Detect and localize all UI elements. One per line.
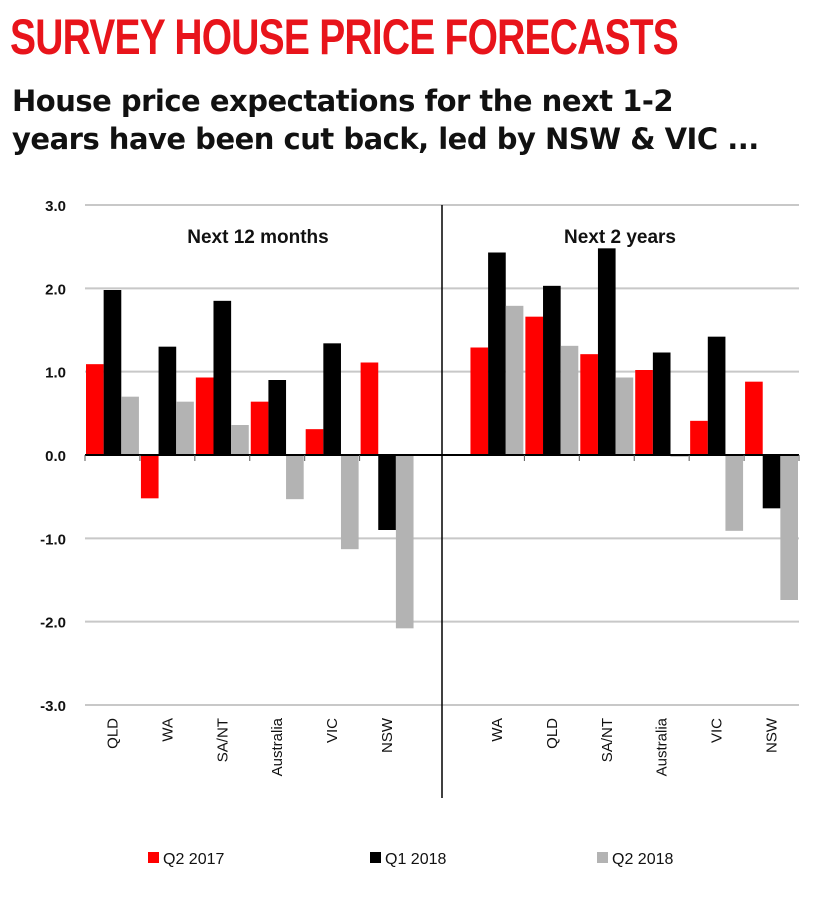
bar-q1-2018	[543, 285, 561, 455]
bar-q1-2018	[213, 300, 232, 455]
bar-q2-2017	[525, 316, 544, 455]
bar-q2-2017	[470, 347, 489, 455]
bar-q2-2017	[580, 354, 598, 455]
panel-title: Next 2 years	[564, 227, 676, 248]
bar-q1-2018	[103, 290, 122, 455]
bar-q2-2018	[725, 455, 744, 531]
legend-label: Q2 2017	[163, 851, 224, 868]
chart-subtitle: House price expectations for the next 1-…	[12, 82, 759, 158]
bar-q2-2017	[140, 455, 159, 499]
bar-q2-2018	[340, 455, 359, 550]
bar-q2-2018	[176, 401, 194, 455]
y-tick-label: -2.0	[40, 615, 66, 632]
x-tick-label: Australia	[654, 717, 671, 776]
bar-q1-2018	[597, 248, 616, 455]
y-tick-label: -3.0	[40, 698, 66, 715]
bar-q2-2018	[395, 455, 414, 629]
bar-q1-2018	[707, 336, 726, 455]
y-tick-label: 1.0	[45, 365, 66, 382]
x-tick-label: VIC	[709, 718, 726, 743]
bar-q1-2018	[762, 455, 781, 509]
bar-q2-2017	[305, 429, 324, 455]
y-tick-label: -1.0	[40, 531, 66, 548]
y-tick-label: 0.0	[45, 448, 66, 465]
bar-q2-2018	[121, 396, 139, 455]
x-tick-label: Australia	[269, 717, 286, 776]
bar-q2-2018	[780, 455, 798, 600]
y-tick-label: 2.0	[45, 281, 66, 298]
bar-q2-2017	[745, 381, 763, 455]
bar-q2-2018	[505, 305, 524, 455]
x-tick-label: WA	[159, 718, 176, 742]
panel-title: Next 12 months	[187, 227, 328, 248]
bar-q2-2017	[635, 370, 653, 455]
bar-q2-2018	[231, 425, 249, 455]
bar-q2-2017	[250, 401, 269, 455]
bar-q2-2017	[360, 362, 379, 455]
bar-q1-2018	[268, 380, 287, 455]
x-tick-label: NSW	[764, 717, 781, 753]
bar-q2-2018	[286, 455, 304, 500]
x-tick-label: SA/NT	[599, 718, 616, 762]
x-tick-label: QLD	[544, 718, 561, 749]
bar-q1-2018	[158, 346, 177, 455]
x-tick-label: VIC	[324, 718, 341, 743]
x-tick-label: NSW	[379, 717, 396, 753]
bar-q1-2018	[488, 252, 506, 455]
bar-q2-2018	[560, 345, 579, 455]
x-tick-label: WA	[489, 718, 506, 742]
bar-q2-2017	[195, 377, 214, 455]
x-tick-label: SA/NT	[214, 718, 231, 762]
chart-title: SURVEY HOUSE PRICE FORECASTS	[10, 9, 679, 65]
subtitle-line-1: House price expectations for the next 1-…	[12, 84, 674, 118]
bar-q1-2018	[378, 455, 396, 530]
y-tick-label: 3.0	[45, 198, 66, 215]
bar-q1-2018	[323, 343, 341, 455]
bar-q1-2018	[652, 352, 671, 455]
x-tick-label: QLD	[104, 718, 121, 749]
subtitle-line-2: years have been cut back, led by NSW & V…	[12, 122, 759, 156]
legend-swatch	[148, 852, 159, 863]
bar-q2-2017	[690, 420, 708, 455]
legend-swatch	[370, 852, 381, 863]
bar-q2-2018	[615, 377, 634, 455]
legend-label: Q1 2018	[385, 851, 446, 868]
legend-label: Q2 2018	[612, 851, 673, 868]
legend-swatch	[597, 852, 608, 863]
bar-q2-2017	[86, 364, 104, 455]
